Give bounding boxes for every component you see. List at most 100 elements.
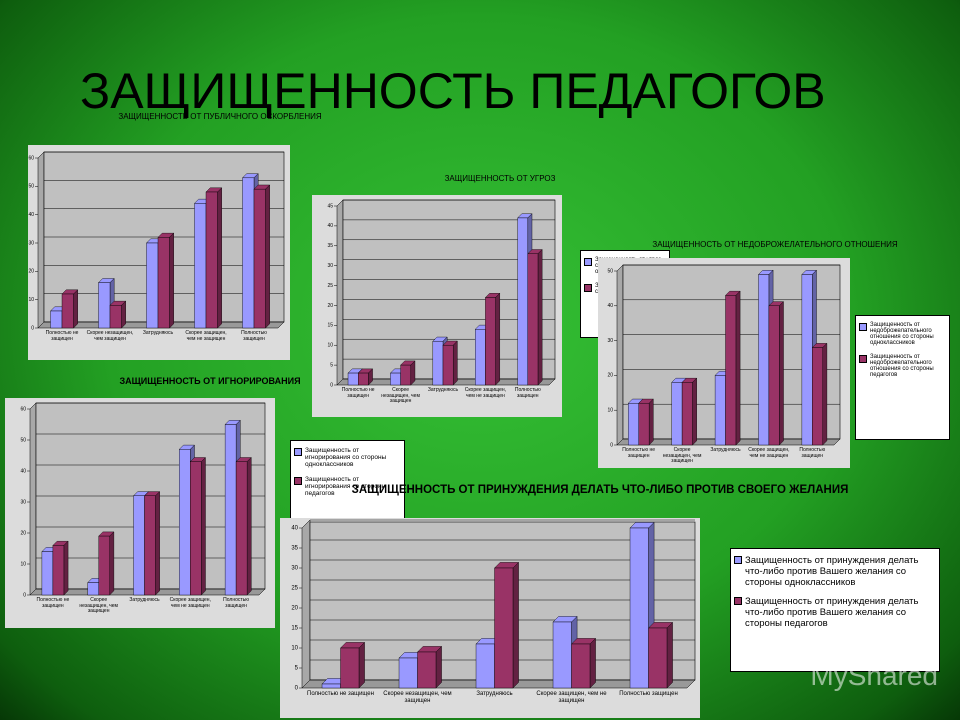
- bar: [768, 305, 780, 446]
- bar: [321, 683, 341, 689]
- y-tick-label: 5: [330, 362, 333, 368]
- slide-title: ЗАЩИЩЕННОСТЬ ПЕДАГОГОВ: [80, 63, 826, 119]
- y-tick-label: 40: [291, 526, 298, 532]
- bar: [629, 527, 649, 689]
- bar-side: [435, 645, 442, 689]
- x-tick-label: Полностью не защищен: [36, 597, 70, 609]
- x-tick-label: Полностью защищен: [799, 447, 826, 459]
- y-tick-label: 40: [327, 223, 333, 229]
- legend-entry: Защищенность от недоброжелательного отно…: [859, 354, 946, 378]
- chart-title: ЗАЩИЩЕННОСТЬ ОТ ПРИНУЖДЕНИЯ ДЕЛАТЬ ЧТО-Л…: [351, 484, 849, 496]
- legend-entry: Защищенность от игнорирования со стороны…: [294, 476, 401, 497]
- y-tick-label: 15: [327, 323, 333, 329]
- x-tick-label: Полностью защищен: [223, 597, 250, 609]
- y-tick-label: 40: [28, 212, 34, 218]
- legend-swatch: [734, 556, 742, 564]
- watermark: MyShared: [810, 660, 938, 691]
- y-tick-label: 40: [20, 468, 26, 474]
- legend-label: Защищенность от игнорирования со стороны…: [305, 476, 387, 497]
- bar: [681, 382, 693, 446]
- y-tick-label: 20: [28, 269, 34, 275]
- bar-side: [512, 561, 519, 689]
- x-tick-label: Полностью защищен: [241, 330, 267, 342]
- bar: [61, 293, 74, 329]
- x-tick-label: Полностью защищен: [619, 691, 678, 697]
- chart-title: ЗАЩИЩЕННОСТЬ ОТ УГРОЗ: [444, 174, 556, 183]
- bar: [638, 403, 650, 446]
- x-tick-label: Затрудняюсь: [129, 597, 160, 603]
- legend-label: Защищенность от игнорирования со стороны…: [305, 447, 387, 468]
- x-tick-label: Затрудняюсь: [142, 330, 174, 336]
- y-tick-label: 60: [20, 406, 26, 412]
- bar: [552, 621, 572, 689]
- y-tick-label: 30: [20, 499, 26, 505]
- bar: [340, 647, 360, 689]
- y-tick-label: 50: [607, 268, 613, 274]
- y-tick-label: 15: [291, 626, 298, 632]
- y-tick-label: 5: [295, 666, 299, 672]
- x-tick-label: Скорее защищен, чем не защищен: [748, 447, 790, 459]
- legend-entry: Защищенность от недоброжелательного отно…: [859, 322, 946, 346]
- y-tick-label: 10: [327, 343, 333, 349]
- bar: [494, 567, 514, 689]
- x-tick-label: Скорее защищен, чем не защищен: [185, 330, 227, 342]
- y-tick-label: 10: [607, 408, 613, 414]
- bar: [52, 545, 65, 596]
- legend-label: Защищенность от принуждения делать что-л…: [745, 555, 919, 588]
- x-tick-label: Скорее защищен, чем не защищен: [464, 387, 507, 399]
- legend-label: Защищенность от недоброжелательного отно…: [870, 354, 934, 378]
- y-tick-label: 35: [327, 243, 333, 249]
- bar: [648, 627, 668, 689]
- bar: [417, 651, 437, 689]
- bar: [253, 188, 266, 329]
- y-tick-label: 0: [31, 325, 34, 331]
- y-tick-label: 45: [327, 203, 333, 209]
- chart-title: ЗАЩИЩЕННОСТЬ ОТ ПУБЛИЧНОГО ОСКОРБЛЕНИЯ: [118, 112, 322, 121]
- y-tick-label: 0: [610, 442, 613, 448]
- x-tick-label: Полностью не защищен: [622, 447, 656, 459]
- bar: [725, 295, 737, 446]
- bar: [571, 643, 591, 689]
- y-tick-label: 0: [330, 382, 333, 388]
- bar: [235, 461, 248, 596]
- x-tick-label: Полностью не защищен: [341, 387, 375, 399]
- y-tick-label: 10: [20, 561, 26, 567]
- x-tick-label: Скорее защищен, чем не защищен: [169, 597, 211, 609]
- y-tick-label: 25: [291, 586, 298, 592]
- legend-label: Защищенность от недоброжелательного отно…: [870, 322, 934, 346]
- bar: [400, 364, 411, 386]
- y-tick-label: 0: [23, 592, 26, 598]
- bar-side: [666, 621, 673, 689]
- bar: [442, 345, 454, 386]
- legend: Защищенность от принуждения делать что-л…: [730, 548, 940, 672]
- y-tick-label: 20: [291, 606, 298, 612]
- x-tick-label: Затрудняюсь: [710, 447, 741, 453]
- bar: [358, 372, 369, 386]
- chart-title: ЗАЩИЩЕННОСТЬ ОТ ИГНОРИРОВАНИЯ: [119, 376, 301, 386]
- y-tick-label: 40: [607, 303, 613, 309]
- bar-side: [358, 641, 365, 689]
- y-tick-label: 50: [20, 437, 26, 443]
- y-tick-label: 0: [295, 686, 299, 692]
- y-tick-label: 20: [20, 530, 26, 536]
- x-tick-label: Скорее незащищен, чем защищен: [86, 330, 134, 342]
- bar: [144, 495, 156, 596]
- y-tick-label: 50: [28, 184, 34, 190]
- y-tick-label: 30: [607, 338, 613, 344]
- bar: [205, 191, 218, 329]
- bar: [812, 347, 823, 446]
- bar: [157, 237, 170, 329]
- legend: Защищенность от недоброжелательного отно…: [855, 315, 950, 440]
- y-tick-label: 25: [327, 283, 333, 289]
- legend-entry: Защищенность от принуждения делать что-л…: [734, 596, 936, 629]
- y-tick-label: 30: [28, 240, 34, 246]
- y-tick-label: 20: [327, 303, 333, 309]
- bar: [98, 535, 110, 596]
- legend-label: Защищенность от принуждения делать что-л…: [745, 596, 919, 629]
- x-tick-label: Затрудняюсь: [476, 691, 513, 697]
